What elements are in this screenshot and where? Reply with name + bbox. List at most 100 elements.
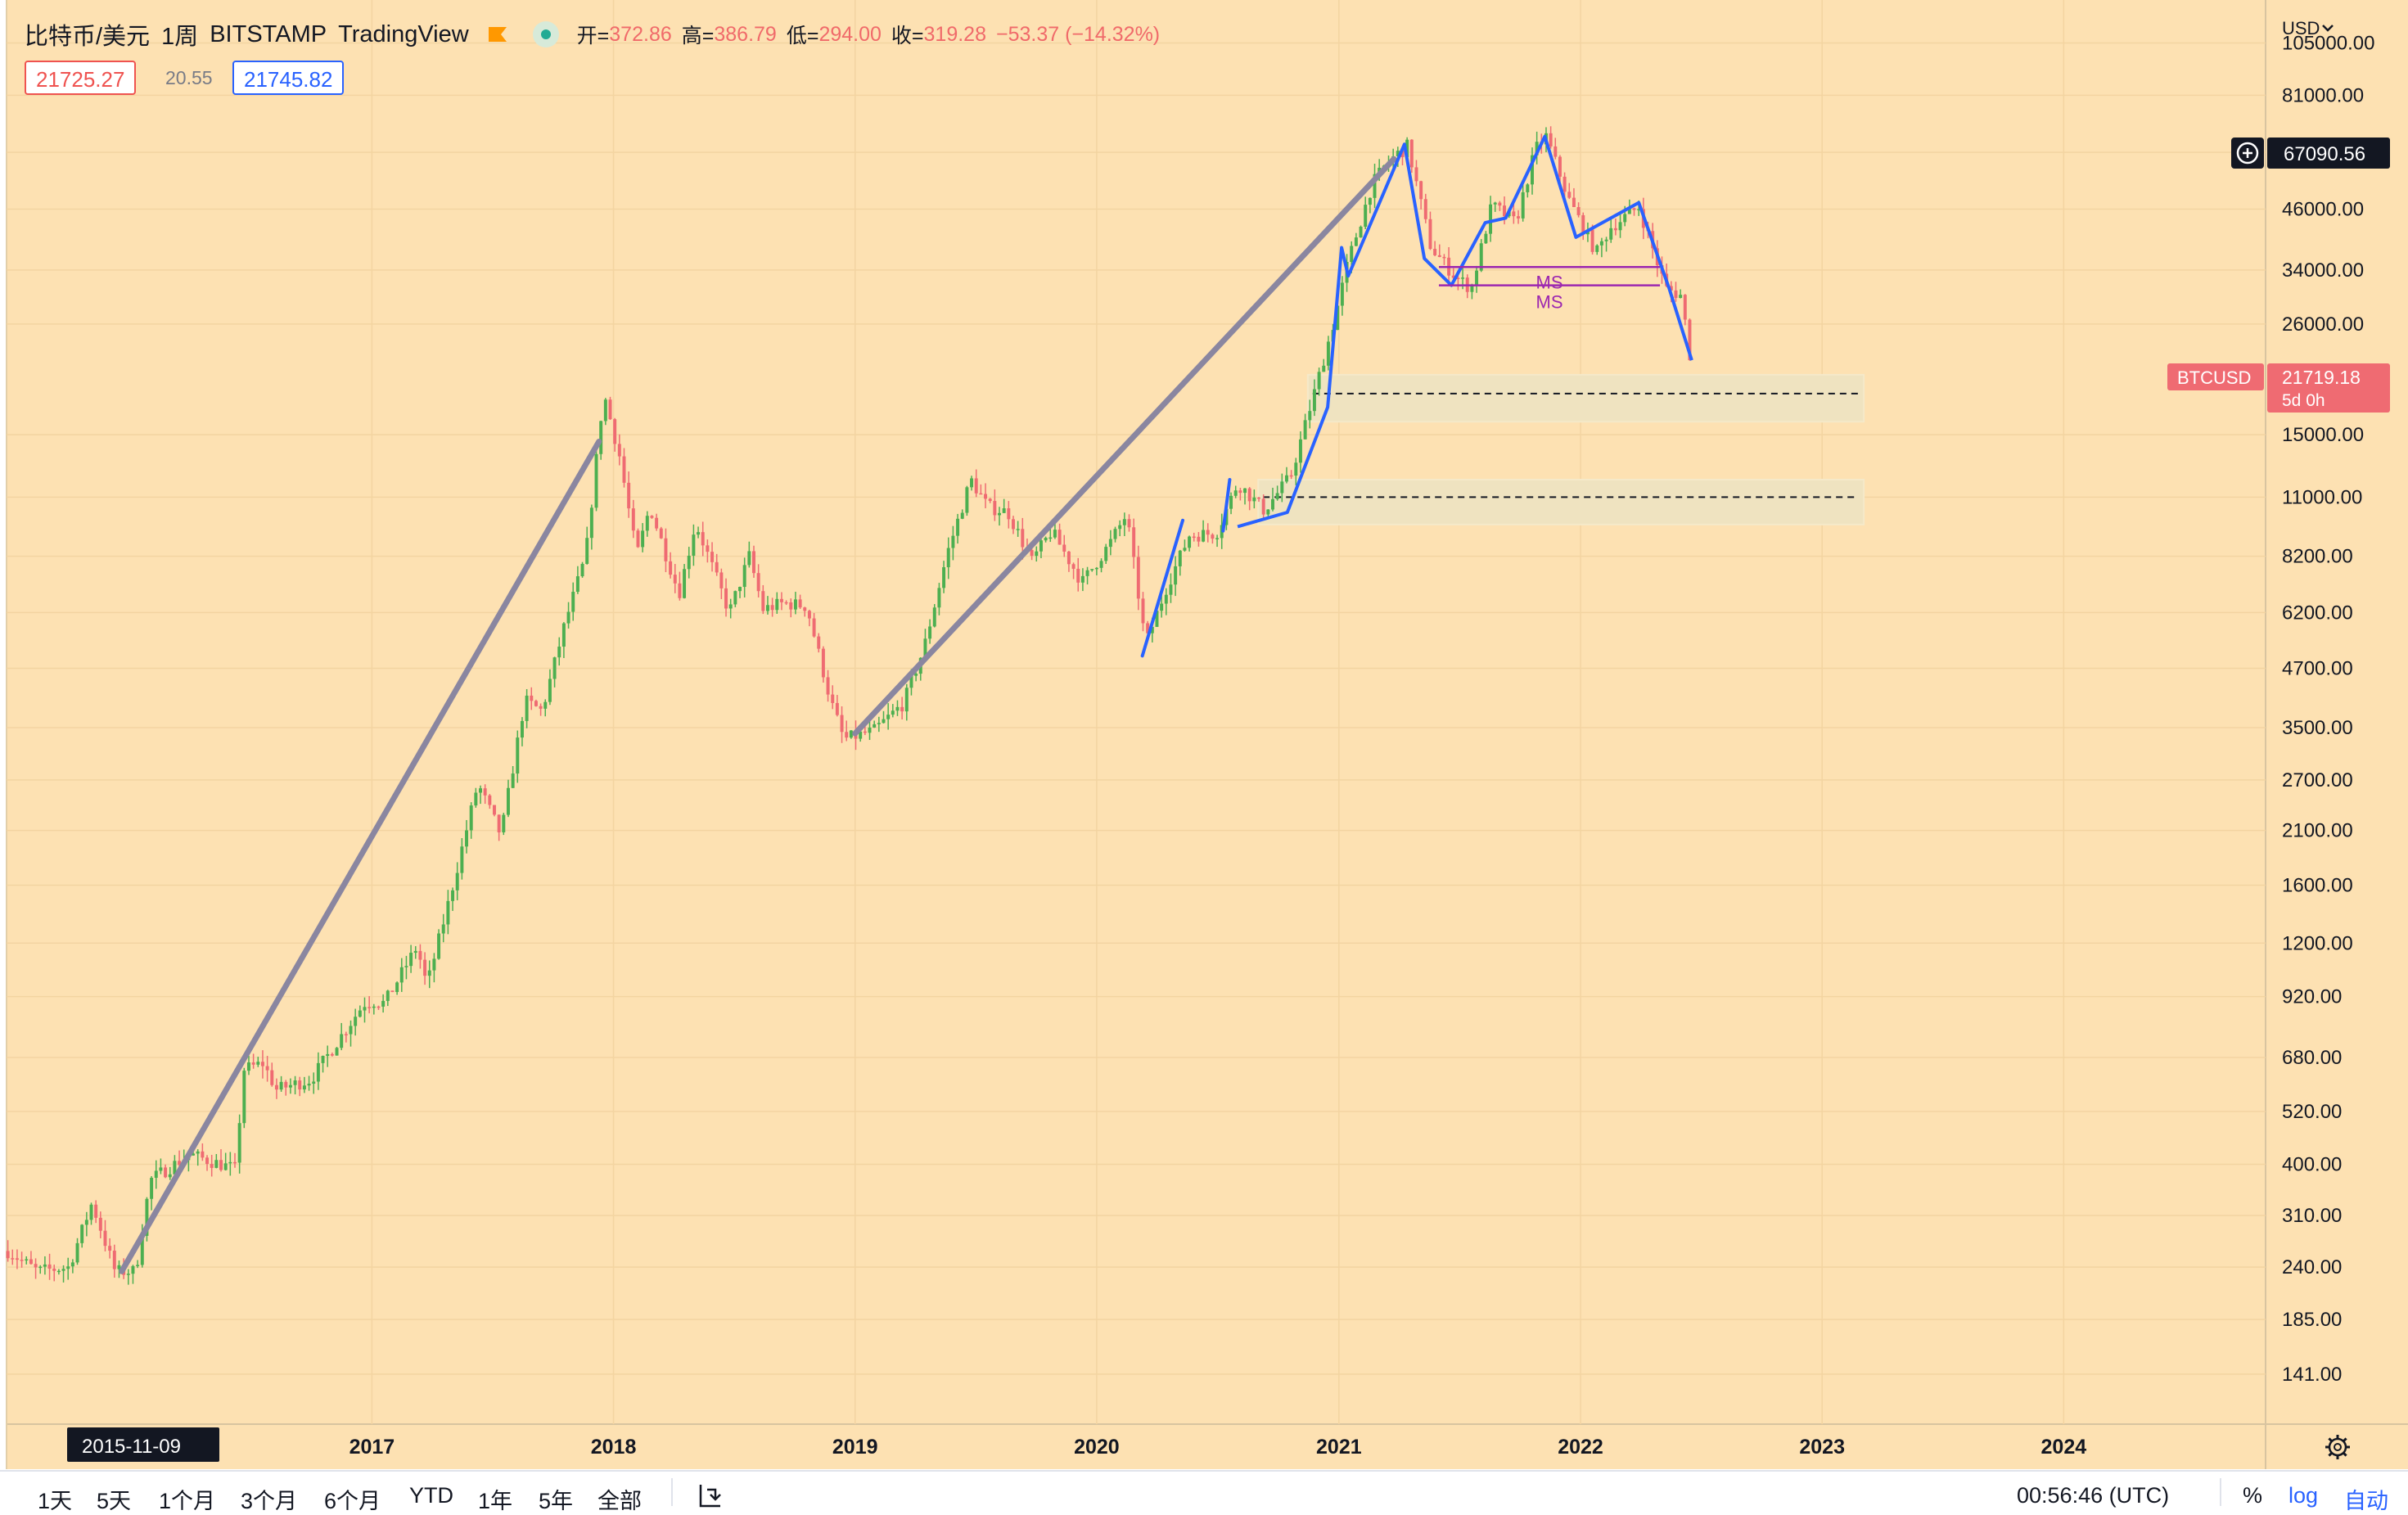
- gray-trendline[interactable]: [852, 156, 1397, 737]
- candle: [1437, 244, 1441, 258]
- candle: [1012, 516, 1015, 534]
- blue-trendline[interactable]: [1221, 477, 1232, 533]
- range-1m-button[interactable]: 1个月: [159, 1489, 216, 1513]
- candle: [1595, 244, 1599, 255]
- candle: [664, 528, 668, 573]
- candle: [1517, 210, 1520, 224]
- candle: [1233, 485, 1238, 498]
- candle: [645, 511, 649, 537]
- candle: [164, 1164, 168, 1179]
- candle: [710, 542, 715, 572]
- candle: [1016, 521, 1020, 537]
- candle: [354, 1008, 358, 1036]
- candle: [84, 1211, 88, 1237]
- candle: [904, 683, 909, 721]
- candle: [493, 805, 496, 817]
- range-3m-button[interactable]: 3个月: [241, 1489, 298, 1513]
- range-6m-button[interactable]: 6个月: [324, 1489, 381, 1513]
- goto-date-icon[interactable]: [697, 1481, 727, 1509]
- candle: [1094, 566, 1098, 575]
- price-tick-label: 6200.00: [2282, 602, 2353, 624]
- candle: [1243, 488, 1247, 505]
- candle: [251, 1053, 255, 1069]
- candle: [701, 521, 705, 557]
- candle: [1192, 532, 1196, 542]
- candle: [1136, 545, 1140, 611]
- candle: [673, 564, 677, 593]
- gear-icon[interactable]: [2325, 1435, 2350, 1459]
- sell-price-button[interactable]: 21725.27: [25, 61, 137, 95]
- currency-selector[interactable]: USD: [2282, 18, 2320, 38]
- candle: [1340, 276, 1344, 316]
- candle: [826, 670, 830, 702]
- candle: [678, 571, 682, 601]
- symbol-name[interactable]: 比特币/美元: [25, 24, 151, 50]
- low-label: 低=: [786, 25, 819, 47]
- candle: [988, 498, 992, 503]
- price-tick-label: 81000.00: [2282, 84, 2364, 106]
- candle: [1122, 512, 1126, 537]
- support-zone[interactable]: [1257, 478, 1865, 525]
- range-ytd-button[interactable]: YTD: [409, 1483, 453, 1508]
- candle: [669, 552, 673, 579]
- time-tick-label: 2021: [1316, 1436, 1362, 1459]
- candle: [1512, 201, 1516, 224]
- buy-price-button[interactable]: 21745.82: [232, 61, 345, 95]
- utc-clock[interactable]: 00:56:46 (UTC): [2017, 1483, 2170, 1508]
- crosshair-price-badge[interactable]: 67090.56: [2231, 138, 2390, 169]
- last-price-badge: BTCUSD 21719.18 5d 0h: [2167, 363, 2390, 413]
- candle: [886, 703, 891, 730]
- interval-label[interactable]: 1周: [161, 24, 199, 50]
- support-zone[interactable]: [1306, 373, 1865, 423]
- gray-trendline[interactable]: [119, 438, 602, 1274]
- change-value: −53.37 (−14.32%): [995, 22, 1161, 46]
- ms-label: MS: [1536, 272, 1563, 292]
- log-scale-toggle[interactable]: log: [2289, 1483, 2319, 1508]
- price-tick-label: 8200.00: [2282, 546, 2353, 568]
- candle: [812, 612, 816, 638]
- percent-scale-toggle[interactable]: %: [2243, 1483, 2263, 1508]
- candle: [882, 710, 886, 724]
- time-tick-label: 2019: [832, 1436, 878, 1459]
- candle: [747, 541, 751, 568]
- candle: [1030, 548, 1034, 561]
- blue-trendline[interactable]: [1140, 518, 1185, 658]
- candle: [719, 568, 724, 599]
- price-tick-label: 3500.00: [2282, 717, 2353, 739]
- candle: [525, 688, 529, 728]
- candle: [441, 913, 445, 943]
- time-tick-label: 2018: [591, 1436, 637, 1459]
- flag-icon[interactable]: [487, 25, 508, 43]
- candle: [1493, 201, 1497, 212]
- candle: [617, 434, 621, 466]
- range-5d-button[interactable]: 5天: [97, 1489, 132, 1513]
- candle: [970, 476, 974, 491]
- price-axis-panel[interactable]: [2266, 0, 2408, 1469]
- range-all-button[interactable]: 全部: [597, 1489, 642, 1513]
- candle: [455, 862, 459, 900]
- candle: [15, 1249, 19, 1269]
- candle: [80, 1224, 84, 1248]
- range-1d-button[interactable]: 1天: [38, 1489, 73, 1513]
- auto-scale-toggle[interactable]: 自动: [2344, 1489, 2388, 1513]
- time-tick-label: 2017: [349, 1436, 395, 1459]
- candle: [302, 1076, 306, 1093]
- price-tick-label: 310.00: [2282, 1205, 2342, 1227]
- candle: [659, 526, 663, 539]
- market-status-icon[interactable]: [532, 21, 559, 47]
- candle: [845, 720, 849, 742]
- symbol-legend: 比特币/美元 1周 BITSTAMP TradingView 开= 372.86…: [25, 15, 1170, 54]
- range-5y-button[interactable]: 5年: [539, 1489, 574, 1513]
- candle: [390, 990, 395, 993]
- candle: [561, 622, 566, 658]
- candle: [460, 837, 464, 880]
- candle: [52, 1265, 56, 1282]
- candle: [993, 489, 997, 521]
- add-plus-icon[interactable]: [2236, 142, 2259, 165]
- range-1y-button[interactable]: 1年: [478, 1489, 513, 1513]
- high-label: 高=: [681, 25, 715, 47]
- candle: [1312, 379, 1316, 417]
- chevron-down-icon[interactable]: [2322, 25, 2334, 32]
- candle: [168, 1166, 172, 1180]
